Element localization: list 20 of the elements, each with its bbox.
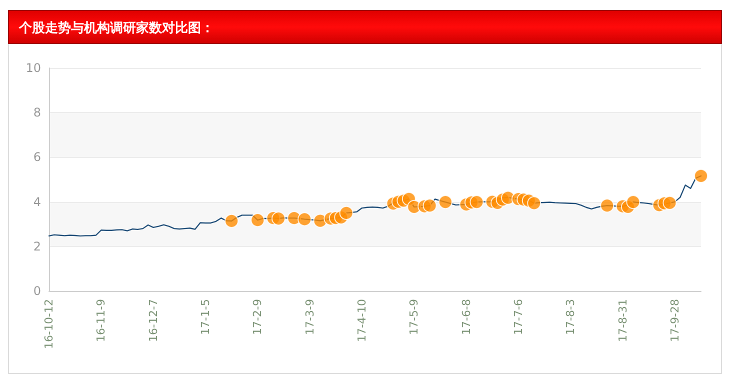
y-tick-label: 4 xyxy=(33,194,41,209)
y-tick-label: 0 xyxy=(33,284,41,298)
x-tick-label: 17-8-3 xyxy=(564,299,578,335)
x-tick-label: 17-2-9 xyxy=(251,299,264,335)
x-tick-label: 17-6-8 xyxy=(460,299,473,335)
x-tick-label: 17-7-6 xyxy=(512,299,525,335)
x-tick-label: 17-5-9 xyxy=(408,299,421,335)
x-tick-label: 17-8-31 xyxy=(616,299,630,342)
x-tick-label: 17-4-10 xyxy=(355,299,368,342)
x-tick-label: 17-3-9 xyxy=(303,299,316,335)
x-tick-label: 16-11-9 xyxy=(94,299,108,342)
x-tick-label: 17-9-28 xyxy=(668,299,682,342)
y-tick-label: 10 xyxy=(26,61,41,75)
y-tick-label: 2 xyxy=(33,239,41,254)
x-tick-label: 17-1-5 xyxy=(198,299,212,335)
y-tick-label: 6 xyxy=(33,150,41,164)
x-tick-label: 16-10-12 xyxy=(42,299,56,349)
chart-title: 个股走势与机构调研家数对比图： xyxy=(19,20,214,37)
x-tick-label: 16-12-7 xyxy=(146,299,160,342)
y-tick-label: 8 xyxy=(33,106,41,120)
